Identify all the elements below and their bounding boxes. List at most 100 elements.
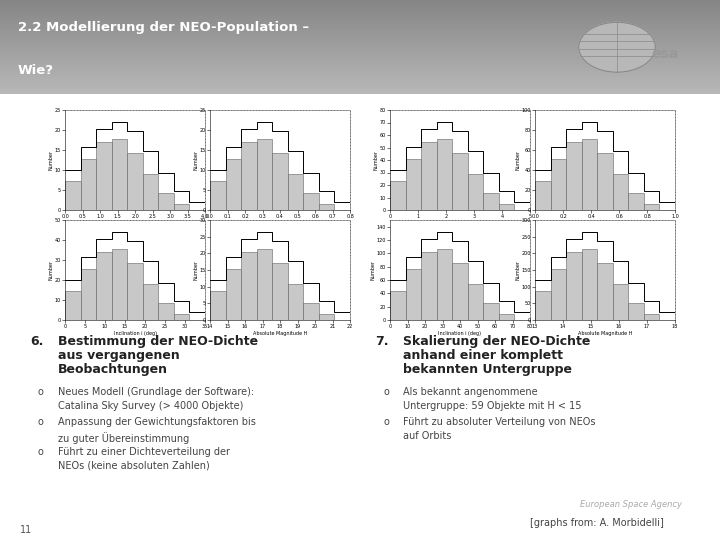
X-axis label: Absolute Magnitude H: Absolute Magnitude H [253,330,307,335]
Bar [288,285,303,320]
Bar [468,285,483,320]
Bar [436,249,452,320]
Bar [613,174,629,210]
Bar [303,193,319,210]
Text: [graphs from: A. Morbidelli]: [graphs from: A. Morbidelli] [530,518,664,528]
Bar [96,252,112,320]
Bar [421,252,436,320]
Y-axis label: Number: Number [373,150,378,170]
X-axis label: Eccentricity e: Eccentricity e [264,220,297,226]
Text: 2.2 Modellierung der NEO-Population –: 2.2 Modellierung der NEO-Population – [18,21,309,34]
Circle shape [579,22,655,72]
Bar [452,263,468,320]
Bar [81,269,96,320]
Text: esa: esa [652,48,678,62]
Bar [405,269,421,320]
Bar [210,291,225,320]
Text: Führt zu einer Dichteverteilung der
NEOs (keine absoluten Zahlen): Führt zu einer Dichteverteilung der NEOs… [58,447,230,471]
Text: o: o [38,387,44,397]
Bar [174,314,189,320]
Bar [629,303,644,320]
Bar [566,252,582,320]
Bar [535,291,551,320]
Text: 7.: 7. [375,335,389,348]
Text: Als bekannt angenommene
Untergruppe: 59 Objekte mit H < 15: Als bekannt angenommene Untergruppe: 59 … [403,387,582,411]
Text: 6.: 6. [30,335,43,348]
X-axis label: Semimajor axis a (AU): Semimajor axis a (AU) [108,220,162,226]
Bar [256,139,272,210]
Y-axis label: Number: Number [515,150,520,170]
Bar [499,204,515,210]
Bar [272,263,288,320]
Bar [65,291,81,320]
Bar [241,142,256,210]
Text: Wie?: Wie? [18,64,54,77]
Bar [225,159,241,210]
Bar [582,139,597,210]
Bar [112,139,127,210]
Bar [210,180,225,210]
Bar [158,193,174,210]
Text: Führt zu absoluter Verteilung von NEOs
auf Orbits: Führt zu absoluter Verteilung von NEOs a… [403,417,595,441]
Text: aus vergangenen: aus vergangenen [58,349,180,362]
Y-axis label: Number: Number [515,260,520,280]
Bar [272,153,288,210]
Bar [390,180,405,210]
Text: European Space Agency: European Space Agency [580,500,682,509]
Bar [112,249,127,320]
Y-axis label: Number: Number [193,150,198,170]
Bar [613,285,629,320]
Bar [644,204,660,210]
Text: Neues Modell (Grundlage der Software):
Catalina Sky Survey (> 4000 Objekte): Neues Modell (Grundlage der Software): C… [58,387,254,411]
Bar [468,174,483,210]
Bar [256,249,272,320]
Bar [81,159,96,210]
Text: anhand einer komplett: anhand einer komplett [403,349,563,362]
Text: Bestimmung der NEO-Dichte: Bestimmung der NEO-Dichte [58,335,258,348]
Bar [566,142,582,210]
Y-axis label: Number: Number [370,260,375,280]
Bar [288,174,303,210]
Bar [452,153,468,210]
Bar [174,204,189,210]
Bar [241,252,256,320]
Bar [644,314,660,320]
Bar [535,180,551,210]
Bar [629,193,644,210]
Bar [65,180,81,210]
Bar [421,142,436,210]
Y-axis label: Number: Number [48,260,53,280]
Text: o: o [383,417,389,427]
X-axis label: Inclination i (deg): Inclination i (deg) [438,330,482,335]
Bar [158,303,174,320]
Bar [390,291,405,320]
X-axis label: Eccentricity e: Eccentricity e [588,220,621,226]
Bar [127,153,143,210]
Bar [483,193,499,210]
Text: Beobachtungen: Beobachtungen [58,363,168,376]
Bar [143,174,158,210]
Bar [551,269,566,320]
Text: o: o [38,417,44,427]
Bar [303,303,319,320]
Bar [225,269,241,320]
Text: Skalierung der NEO-Dichte: Skalierung der NEO-Dichte [403,335,590,348]
X-axis label: Inclination i (deg): Inclination i (deg) [114,330,156,335]
Bar [483,303,499,320]
Text: o: o [383,387,389,397]
Y-axis label: Number: Number [193,260,198,280]
Bar [597,263,613,320]
Bar [127,263,143,320]
Bar [319,314,335,320]
Bar [597,153,613,210]
Bar [499,314,515,320]
Bar [405,159,421,210]
Bar [143,285,158,320]
Bar [96,142,112,210]
Bar [319,204,335,210]
Bar [582,249,597,320]
Text: Anpassung der Gewichtungsfaktoren bis
zu guter Übereinstimmung: Anpassung der Gewichtungsfaktoren bis zu… [58,417,256,444]
Text: o: o [38,447,44,457]
Bar [436,139,452,210]
Text: bekannten Untergruppe: bekannten Untergruppe [403,363,572,376]
